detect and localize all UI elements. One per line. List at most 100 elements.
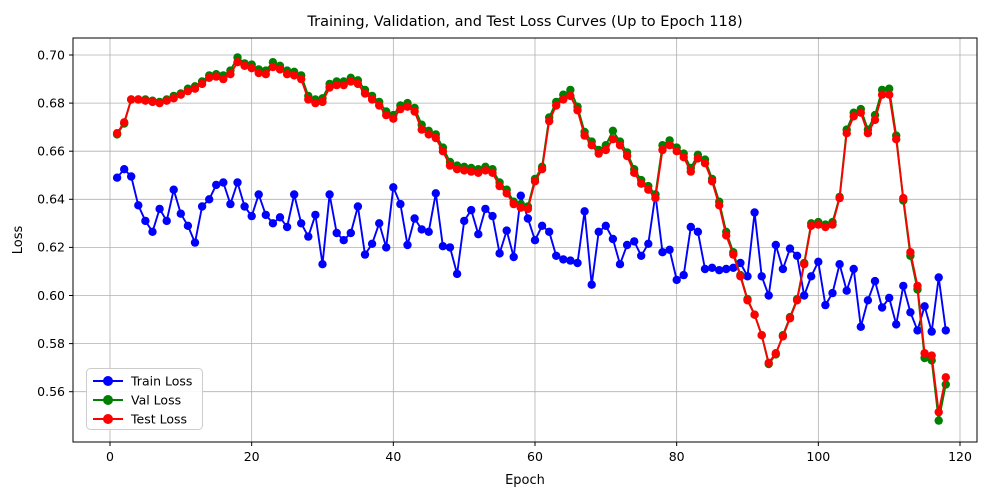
test-loss-point — [403, 102, 412, 111]
test-loss-point — [552, 101, 561, 110]
train-loss-point — [927, 327, 936, 336]
train-loss-point — [800, 291, 809, 300]
y-tick-label: 0.62 — [37, 240, 65, 255]
train-loss-point — [127, 172, 136, 181]
train-loss-point — [821, 300, 830, 310]
test-loss-point — [530, 177, 540, 186]
train-loss-point — [707, 263, 717, 272]
test-loss-point — [445, 161, 455, 170]
train-loss-point — [750, 208, 759, 217]
test-loss-point — [920, 349, 929, 358]
train-loss-point — [700, 264, 710, 274]
train-loss-point — [467, 205, 476, 215]
test-loss-point — [254, 68, 263, 78]
train-loss-point — [297, 219, 306, 228]
train-loss-point — [353, 202, 363, 211]
test-loss-point — [176, 90, 185, 99]
train-loss-point — [552, 251, 561, 260]
train-loss-point — [403, 240, 412, 250]
train-loss-point — [870, 276, 880, 286]
legend-entry-train[interactable]: Train Loss — [93, 374, 192, 389]
train-loss-point — [474, 230, 483, 239]
train-loss-line — [116, 168, 947, 333]
train-loss-point — [254, 190, 263, 199]
test-loss-point — [396, 104, 405, 114]
test-loss-point — [134, 95, 143, 104]
val-loss-point — [608, 126, 618, 135]
train-loss-point — [537, 221, 547, 230]
series-test-loss — [112, 58, 950, 417]
test-loss-point — [580, 131, 589, 140]
test-loss-point — [849, 112, 858, 121]
train-loss-point — [913, 326, 922, 335]
train-loss-point — [424, 227, 433, 236]
test-loss-point — [899, 193, 908, 203]
train-loss-point — [183, 221, 193, 230]
train-loss-point — [417, 225, 426, 234]
test-loss-point — [587, 141, 596, 150]
test-loss-point — [495, 181, 504, 191]
test-loss-point — [162, 96, 171, 105]
train-loss-point — [346, 228, 355, 238]
test-loss-point — [615, 141, 625, 150]
x-tick-label: 0 — [106, 449, 114, 464]
train-loss-point — [367, 239, 377, 248]
test-loss-point — [155, 98, 164, 108]
train-loss-point — [197, 202, 207, 211]
test-loss-point — [892, 135, 901, 144]
train-loss-point — [587, 280, 596, 289]
train-loss-point — [920, 302, 929, 311]
legend-entry-val[interactable]: Val Loss — [93, 393, 181, 408]
test-loss-point — [148, 97, 157, 107]
test-loss-point — [693, 154, 703, 163]
train-loss-point — [545, 227, 554, 236]
test-loss-point — [559, 95, 568, 104]
y-tick-label: 0.58 — [37, 336, 65, 351]
test-loss-point — [410, 107, 419, 116]
test-loss-point — [452, 165, 462, 174]
train-loss-point — [247, 211, 256, 221]
legend-box — [86, 368, 203, 430]
test-loss-marker-sample — [103, 414, 113, 424]
test-loss-point — [261, 70, 270, 79]
test-loss-point — [622, 151, 632, 161]
test-loss-point — [467, 167, 476, 176]
train-loss-point — [828, 288, 837, 298]
train-loss-point — [764, 291, 773, 300]
train-loss-point — [509, 252, 518, 262]
train-loss-point — [275, 213, 285, 222]
legend-label-test: Test Loss — [130, 412, 187, 427]
train-loss-point — [757, 272, 766, 281]
test-loss-point — [545, 116, 554, 126]
train-loss-point — [311, 210, 320, 220]
test-loss-point — [382, 110, 391, 120]
test-loss-point — [438, 147, 448, 156]
test-loss-point — [651, 193, 660, 203]
train-loss-point — [856, 322, 865, 331]
train-loss-point — [686, 222, 695, 232]
test-loss-point — [169, 94, 178, 103]
train-loss-point — [566, 256, 575, 265]
train-loss-point — [722, 264, 731, 274]
test-loss-point — [736, 272, 745, 281]
test-loss-point — [509, 199, 518, 209]
test-loss-point — [474, 168, 483, 177]
test-loss-point — [686, 167, 695, 176]
test-loss-point — [516, 203, 525, 212]
train-loss-point — [715, 266, 724, 275]
test-loss-point — [190, 84, 200, 93]
test-loss-point — [750, 310, 759, 319]
test-loss-point — [594, 149, 603, 158]
train-loss-point — [282, 222, 292, 232]
x-tick-label: 40 — [385, 449, 401, 464]
train-loss-point — [304, 232, 313, 241]
train-loss-point — [481, 204, 490, 214]
test-loss-point — [325, 83, 334, 92]
test-loss-point — [707, 177, 717, 186]
train-loss-point — [622, 240, 632, 250]
train-loss-point — [672, 275, 681, 285]
train-loss-point — [814, 257, 823, 266]
legend-entry-test[interactable]: Test Loss — [93, 412, 187, 427]
test-loss-point — [481, 166, 490, 175]
